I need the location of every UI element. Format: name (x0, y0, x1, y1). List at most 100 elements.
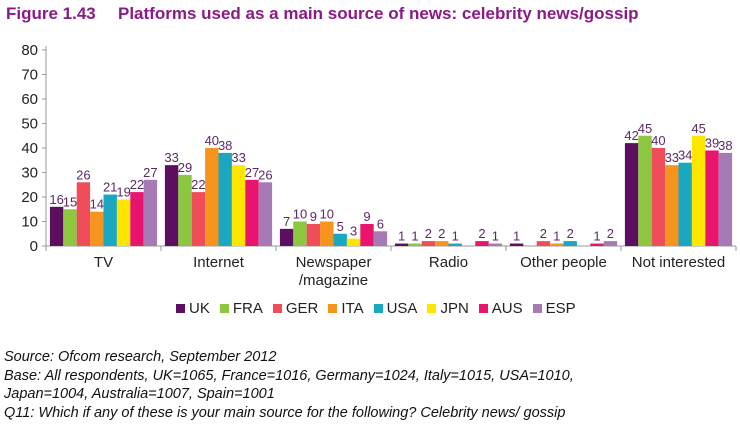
bar-esp (143, 179, 158, 246)
data-label: 1 (452, 229, 459, 244)
bar-jpn (231, 165, 246, 246)
bar-usa (448, 243, 462, 246)
legend-item-ger: GER (272, 300, 319, 317)
legend-item-usa: USA (373, 300, 418, 317)
bar-uk (279, 228, 294, 246)
bar-uk (509, 243, 524, 246)
data-label: 27 (245, 165, 259, 180)
legend-swatch (427, 304, 437, 313)
data-label: 7 (283, 214, 290, 229)
bar-ita (320, 221, 334, 246)
data-label: 45 (638, 121, 652, 136)
bar-ita (550, 243, 564, 246)
data-label: 29 (178, 160, 192, 175)
bar-esp (488, 243, 503, 246)
bar-ger (191, 192, 206, 246)
data-label: 9 (310, 209, 317, 224)
data-label: 5 (337, 219, 344, 234)
bar-aus (475, 241, 489, 246)
bar-uk (624, 143, 639, 246)
bar-jpn (116, 199, 131, 246)
bar-fra (63, 209, 77, 246)
y-tick-label: 0 (30, 238, 38, 255)
data-label: 42 (624, 128, 638, 143)
y-tick-label: 30 (21, 165, 38, 182)
data-label: 1 (411, 229, 418, 244)
data-label: 21 (103, 180, 117, 195)
bar-fra (293, 221, 307, 246)
y-tick-label: 40 (21, 140, 38, 157)
figure-title-text: Platforms used as a main source of news:… (118, 4, 639, 23)
data-label: 2 (540, 226, 547, 241)
data-label: 9 (363, 209, 370, 224)
base-note-line2: Japan=1004, Australia=1007, Spain=1001 (4, 386, 275, 402)
bar-ger (651, 148, 666, 246)
data-label: 22 (191, 177, 205, 192)
y-tick-label: 10 (21, 214, 38, 231)
legend-item-fra: FRA (219, 300, 263, 317)
bar-usa (333, 233, 347, 246)
source-note: Source: Ofcom research, September 2012 (4, 349, 277, 365)
bar-uk (164, 165, 179, 246)
legend-swatch (328, 304, 338, 313)
data-label: 1 (553, 229, 560, 244)
question-note: Q11: Which if any of these is your main … (4, 404, 566, 421)
bar-aus (360, 223, 374, 246)
legend-swatch (478, 304, 488, 313)
bar-jpn (346, 238, 361, 246)
bar-aus (245, 179, 259, 246)
data-label: 33 (164, 150, 178, 165)
legend-swatch (272, 304, 282, 313)
data-label: 38 (718, 138, 732, 153)
data-label: 19 (116, 184, 130, 199)
bar-aus (130, 192, 144, 246)
data-label: 3 (350, 224, 357, 239)
bar-ita (665, 165, 679, 246)
x-category-label: Other people (520, 254, 607, 271)
data-label: 26 (258, 167, 272, 182)
bar-aus (705, 150, 719, 246)
legend-item-esp: ESP (532, 300, 576, 317)
legend-label: GER (285, 300, 319, 317)
legend-item-ita: ITA (328, 300, 364, 317)
data-label: 34 (678, 148, 692, 163)
y-tick-label: 60 (21, 91, 38, 108)
data-label: 33 (665, 150, 679, 165)
legend-label: FRA (232, 300, 263, 317)
data-label: 14 (90, 197, 104, 212)
legend-swatch (176, 304, 185, 313)
y-tick-label: 80 (21, 42, 38, 59)
data-label: 1 (513, 229, 520, 244)
legend-label: AUS (491, 300, 523, 317)
legend-label: ITA (341, 300, 364, 317)
figure-title: Figure 1.43 Platforms used as a main sour… (6, 4, 639, 24)
data-label: 40 (651, 133, 665, 148)
x-category-label: TV (94, 254, 113, 271)
data-label: 2 (478, 226, 485, 241)
bar-ger (306, 223, 321, 246)
bar-esp (603, 241, 618, 246)
bar-jpn (691, 135, 706, 246)
legend-label: USA (386, 300, 418, 317)
bar-esp (718, 152, 733, 246)
data-label: 38 (218, 138, 232, 153)
x-category-label: Not interested (632, 254, 725, 271)
data-label: 33 (231, 150, 245, 165)
legend-label: ESP (545, 300, 576, 317)
bar-usa (218, 152, 232, 246)
y-tick-label: 20 (21, 189, 38, 206)
data-label: 2 (607, 226, 614, 241)
bar-usa (563, 241, 577, 246)
bar-ita (435, 241, 449, 246)
data-label: 27 (143, 165, 157, 180)
data-label: 2 (438, 226, 445, 241)
data-label: 1 (593, 229, 600, 244)
figure-number: Figure 1.43 (6, 4, 96, 23)
data-label: 22 (130, 177, 144, 192)
y-tick-label: 50 (21, 116, 38, 133)
data-label: 1 (398, 229, 405, 244)
data-label: 15 (63, 194, 77, 209)
bar-fra (178, 174, 192, 246)
data-label: 16 (49, 192, 63, 207)
legend-swatch (373, 304, 383, 313)
